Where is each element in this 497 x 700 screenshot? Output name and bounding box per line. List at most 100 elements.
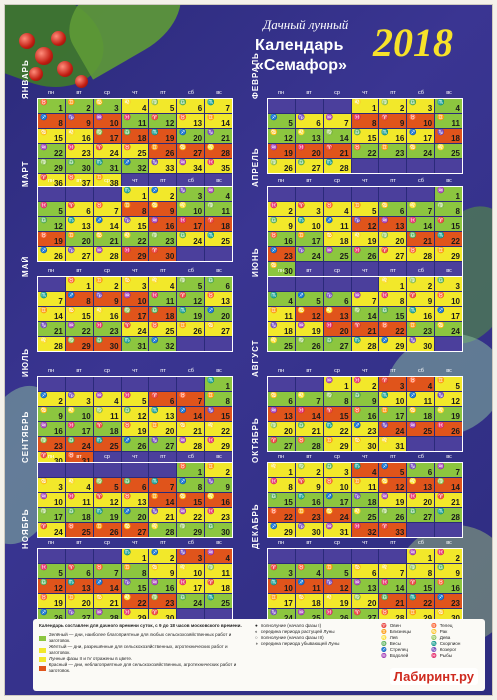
zodiac-icon: ♊ [207, 393, 215, 399]
weekday-label: пн [47, 90, 54, 96]
day-number: 10 [311, 222, 321, 231]
zodiac-icon: ♐ [297, 293, 306, 299]
day-number: 8 [141, 207, 147, 216]
day-cell: ♓ 17 [177, 579, 205, 593]
day-number: 10 [283, 584, 293, 593]
day-number: 29 [451, 252, 460, 261]
day-cell: ♍ 14 [323, 129, 351, 143]
day-number: 1 [371, 104, 377, 113]
zodiac-name: Овен [389, 623, 401, 628]
day-number: 22 [451, 237, 460, 246]
zodiac-legend-item: ♐ Стрелец [381, 647, 427, 653]
day-number: 9 [399, 119, 405, 128]
day-number: 33 [165, 164, 175, 173]
zodiac-icon: ♓ [179, 580, 187, 586]
day-number: 16 [165, 584, 175, 593]
legend-yellow-text: Жёлтый — дни, разрешённые для сельскохоз… [48, 644, 228, 655]
zodiac-icon: ♒ [95, 610, 104, 616]
legend-green-text: Зелёный — дни, наиболее благоприятные дл… [48, 632, 232, 643]
day-number: 5 [371, 207, 377, 216]
zodiac-icon: ♓ [270, 203, 278, 209]
day-cell: ♉ 16 [351, 407, 379, 421]
day-number: 27 [311, 164, 321, 173]
day-cell: ♒ 25 [407, 422, 435, 436]
zodiac-icon: ♐ [409, 393, 417, 399]
day-cell: ♐ 2 [149, 187, 177, 201]
zodiac-icon: ♒ [353, 293, 362, 299]
day-cell: ♓ 35 [205, 159, 232, 173]
zodiac-icon: ♉ [431, 623, 437, 628]
day-cell: ♏ 7 [205, 99, 232, 113]
zodiac-icon: ♒ [409, 423, 417, 429]
day-number: 6 [399, 207, 405, 216]
zodiac-icon: ♎ [353, 393, 362, 399]
day-cell: ♍ 17 [93, 129, 121, 143]
day-cell: ♏ 13 [65, 217, 93, 231]
zodiac-icon: ♊ [95, 524, 104, 530]
day-number: 16 [53, 427, 63, 436]
day-cell: ♏ 13 [65, 579, 93, 593]
zodiac-legend-item: ♌ Лев [381, 635, 427, 641]
day-number: 7 [169, 483, 175, 492]
zodiac-icon: ♊ [409, 610, 417, 616]
zodiac-icon: ♐ [270, 115, 278, 121]
weekday-label: ср [104, 178, 110, 184]
day-cell: ♉ 4 [295, 564, 323, 578]
day-cell: ♑ 18 [268, 322, 295, 336]
zodiac-icon: ♓ [207, 160, 215, 166]
day-number: 15 [193, 498, 203, 507]
day-cell: ♎ 21 [407, 232, 435, 246]
zodiac-icon: ♉ [207, 293, 215, 299]
zodiac-icon: ♌ [207, 423, 215, 429]
zodiac-icon: ♒ [437, 188, 445, 194]
day-cell: ♓ 17 [177, 217, 205, 231]
zodiac-legend-item: ♒ Водолей [381, 653, 427, 659]
zodiac-icon: ♐ [95, 218, 104, 224]
day-cell: ♌ 10 [65, 407, 93, 421]
day-number: 21 [165, 513, 175, 522]
weekday-header: пн вт ср чт пт сб вс [37, 177, 233, 186]
day-number: 19 [451, 412, 460, 421]
day-cell: ♍ 8 [435, 202, 462, 216]
zodiac-icon: ♑ [297, 115, 306, 121]
zodiac-icon: ♉ [123, 494, 132, 500]
zodiac-icon: ♌ [207, 145, 215, 151]
zodiac-icon: ♎ [123, 479, 132, 485]
day-cell: ♍ 26 [268, 159, 295, 173]
day-number: 24 [311, 252, 321, 261]
day-number: 1 [197, 468, 203, 477]
zodiac-icon: ♑ [297, 248, 306, 254]
day-number: 32 [137, 164, 147, 173]
day-cell: ♑ 6 [295, 114, 323, 128]
day-cell: ♋ 3 [121, 277, 149, 291]
day-number: 4 [225, 192, 230, 201]
day-cell: ♈ 36 [38, 174, 65, 188]
day-number: 26 [53, 252, 63, 261]
zodiac-icon: ♏ [40, 293, 48, 299]
zodiac-icon: ♌ [381, 635, 387, 640]
day-number: 21 [367, 327, 377, 336]
day-number: 25 [423, 427, 433, 436]
zodiac-icon: ♒ [179, 509, 187, 515]
day-cell: ♎ 6 [205, 277, 232, 291]
day-number: 17 [395, 412, 405, 421]
day-cell: ♎ 12 [38, 217, 65, 231]
weekday-label: ср [104, 540, 110, 546]
day-cell: ♓ 26 [351, 247, 379, 261]
day-number: 18 [283, 327, 293, 336]
zodiac-icon: ♑ [151, 438, 159, 444]
day-cell: ♑ 9 [205, 478, 232, 492]
day-cell: ♍ 11 [93, 407, 121, 421]
zodiac-icon: ♉ [123, 145, 132, 151]
zodiac-icon: ♓ [40, 565, 48, 571]
zodiac-icon: ♍ [381, 100, 389, 106]
day-number: 9 [371, 397, 377, 406]
day-number: 36 [53, 179, 63, 188]
day-number: 11 [312, 584, 321, 593]
day-cell: ♏ 4 [351, 463, 379, 477]
zodiac-icon: ♍ [95, 408, 104, 414]
day-cell: ♌ 31 [379, 437, 407, 451]
zodiac-icon: ♓ [95, 323, 104, 329]
day-cell: ♑ 21 [205, 129, 232, 143]
day-cell: ♈ 21 [323, 144, 351, 158]
